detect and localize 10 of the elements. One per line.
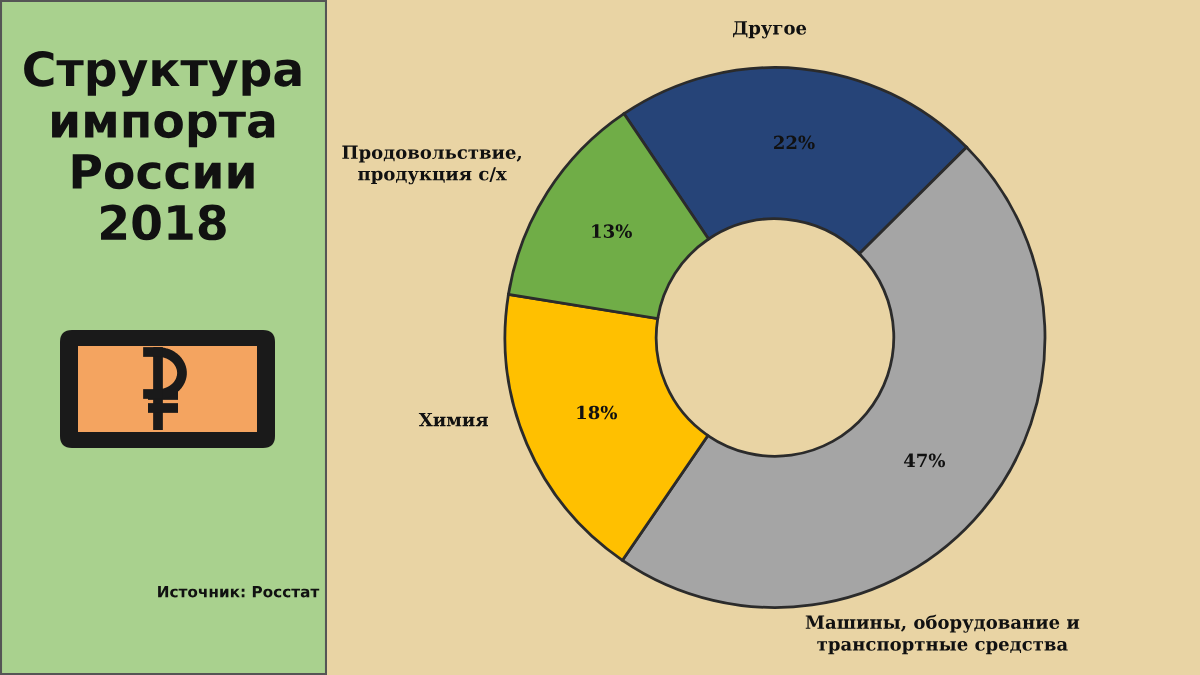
slice-label: Продовольствие, продукция с/х — [342, 145, 521, 185]
slice-label: Другое — [733, 21, 807, 39]
slice-label: Химия — [418, 413, 488, 427]
data-label: 13% — [592, 224, 632, 238]
data-label: 18% — [577, 405, 618, 420]
data-label: 47% — [903, 453, 946, 468]
data-label: 22% — [774, 135, 815, 150]
slice-label: Машины, оборудование и транспортные средства — [805, 614, 1080, 655]
text: Источник: Росстат — [158, 586, 320, 598]
text: Структура импорта России 2018 — [24, 50, 301, 241]
